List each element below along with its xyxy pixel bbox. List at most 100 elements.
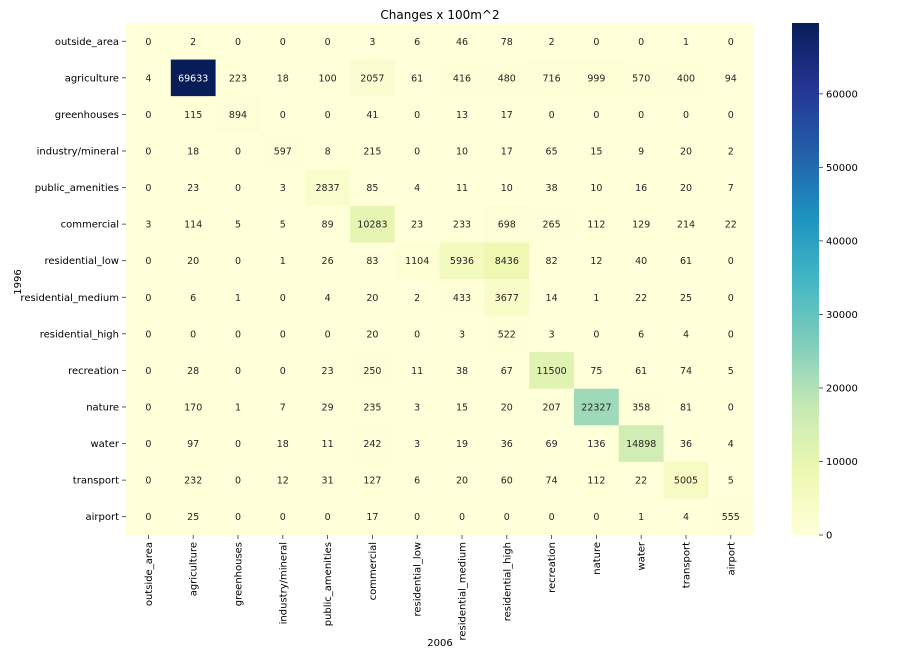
x-tick-label: greenhouses bbox=[234, 542, 245, 606]
y-tick-label: transport bbox=[73, 476, 119, 487]
cell-value-label: 250 bbox=[363, 366, 381, 377]
cell-value-label: 17 bbox=[501, 147, 513, 158]
cell-value-label: 0 bbox=[414, 110, 420, 121]
cell-value-label: 7 bbox=[280, 402, 286, 413]
cell-value-label: 6 bbox=[414, 476, 420, 487]
heatmap-cell bbox=[439, 315, 485, 353]
heatmap-cell bbox=[305, 425, 351, 463]
heatmap-cell bbox=[126, 59, 172, 97]
heatmap-cell bbox=[394, 96, 441, 134]
cell-value-label: 1 bbox=[638, 512, 644, 523]
heatmap-cell bbox=[350, 352, 396, 390]
heatmap-cell bbox=[305, 205, 351, 244]
heatmap-cell bbox=[439, 278, 485, 317]
cell-value-label: 4 bbox=[325, 293, 331, 304]
colorbar-tick-label: 30000 bbox=[826, 310, 858, 321]
cell-value-label: 40 bbox=[635, 256, 647, 267]
heatmap-cell bbox=[663, 242, 709, 280]
heatmap-cell bbox=[708, 498, 754, 536]
heatmap-cell bbox=[618, 388, 665, 426]
cell-value-label: 5936 bbox=[450, 256, 474, 267]
cell-value-label: 11 bbox=[411, 366, 423, 377]
cell-value-label: 5005 bbox=[674, 476, 698, 487]
heatmap-cell bbox=[305, 132, 351, 170]
cell-value-label: 26 bbox=[322, 256, 334, 267]
cell-value-label: 11 bbox=[322, 439, 334, 450]
heatmap-cell bbox=[439, 242, 485, 280]
heatmap-cell bbox=[574, 461, 620, 500]
cell-value-label: 6 bbox=[638, 329, 644, 340]
x-tick-label: residential_high bbox=[502, 542, 513, 621]
cell-value-label: 20 bbox=[680, 147, 692, 158]
cell-value-label: 46 bbox=[456, 37, 468, 48]
cell-value-label: 10 bbox=[590, 183, 602, 194]
heatmap-cell bbox=[484, 169, 530, 207]
heatmap-cell bbox=[215, 388, 261, 426]
cell-value-label: 0 bbox=[325, 512, 331, 523]
heatmap-cell bbox=[394, 498, 441, 536]
cell-value-label: 23 bbox=[411, 220, 423, 231]
heatmap-cell bbox=[663, 59, 709, 97]
heatmap-cell bbox=[394, 169, 441, 207]
cell-value-label: 0 bbox=[459, 512, 465, 523]
cell-value-label: 0 bbox=[145, 512, 151, 523]
heatmap-cell bbox=[484, 132, 530, 170]
cell-value-label: 20 bbox=[456, 476, 468, 487]
heatmap-cell bbox=[663, 169, 709, 207]
heatmap-cell bbox=[484, 278, 530, 317]
cell-value-label: 82 bbox=[546, 256, 558, 267]
heatmap-cell bbox=[574, 278, 620, 317]
cell-value-label: 0 bbox=[593, 110, 599, 121]
heatmap-cell bbox=[439, 498, 485, 536]
heatmap-cell bbox=[170, 388, 217, 426]
cell-value-label: 69633 bbox=[178, 73, 208, 84]
cell-value-label: 358 bbox=[632, 402, 650, 413]
heatmap-cell bbox=[618, 315, 665, 353]
cell-value-label: 61 bbox=[680, 256, 692, 267]
cell-value-label: 38 bbox=[546, 183, 558, 194]
heatmap-cell bbox=[126, 388, 172, 426]
heatmap-cell bbox=[215, 23, 261, 61]
cell-value-label: 3 bbox=[280, 183, 286, 194]
heatmap-cell bbox=[439, 388, 485, 426]
heatmap-cell bbox=[260, 132, 306, 170]
cell-value-label: 19 bbox=[456, 439, 468, 450]
heatmap-cell bbox=[439, 425, 485, 463]
cell-value-label: 36 bbox=[501, 439, 513, 450]
heatmap-cell bbox=[529, 205, 575, 244]
heatmap-cell bbox=[126, 23, 172, 61]
heatmap-cell bbox=[394, 205, 441, 244]
heatmap-cell bbox=[126, 132, 172, 170]
cell-value-label: 0 bbox=[145, 439, 151, 450]
y-tick-label: commercial bbox=[61, 220, 119, 231]
heatmap-cell bbox=[305, 461, 351, 500]
y-tick-label: public_amenities bbox=[35, 183, 119, 194]
heatmap-cell bbox=[574, 205, 620, 244]
cell-value-label: 215 bbox=[363, 147, 381, 158]
heatmap-cell bbox=[618, 425, 665, 463]
heatmap-cell bbox=[394, 461, 441, 500]
x-tick-label: residential_medium bbox=[458, 542, 469, 641]
cell-value-label: 67 bbox=[501, 366, 513, 377]
heatmap-cell bbox=[618, 169, 665, 207]
cell-value-label: 0 bbox=[235, 439, 241, 450]
cell-value-label: 5 bbox=[235, 220, 241, 231]
cell-value-label: 0 bbox=[728, 293, 734, 304]
cell-value-label: 0 bbox=[280, 329, 286, 340]
heatmap-cell bbox=[529, 498, 575, 536]
heatmap-cell bbox=[215, 498, 261, 536]
heatmap-cell bbox=[215, 205, 261, 244]
cell-value-label: 112 bbox=[587, 220, 605, 231]
cell-value-label: 1 bbox=[593, 293, 599, 304]
heatmap-cell bbox=[484, 96, 530, 134]
cell-value-label: 4 bbox=[145, 73, 151, 84]
heatmap-cell bbox=[350, 96, 396, 134]
heatmap-cell bbox=[484, 242, 530, 280]
heatmap-cell bbox=[215, 315, 261, 353]
heatmap-cell bbox=[260, 315, 306, 353]
cell-value-label: 20 bbox=[366, 329, 378, 340]
heatmap-cell bbox=[663, 425, 709, 463]
y-tick-label: residential_high bbox=[40, 329, 119, 340]
heatmap-cell bbox=[574, 132, 620, 170]
heatmap-cell bbox=[708, 352, 754, 390]
